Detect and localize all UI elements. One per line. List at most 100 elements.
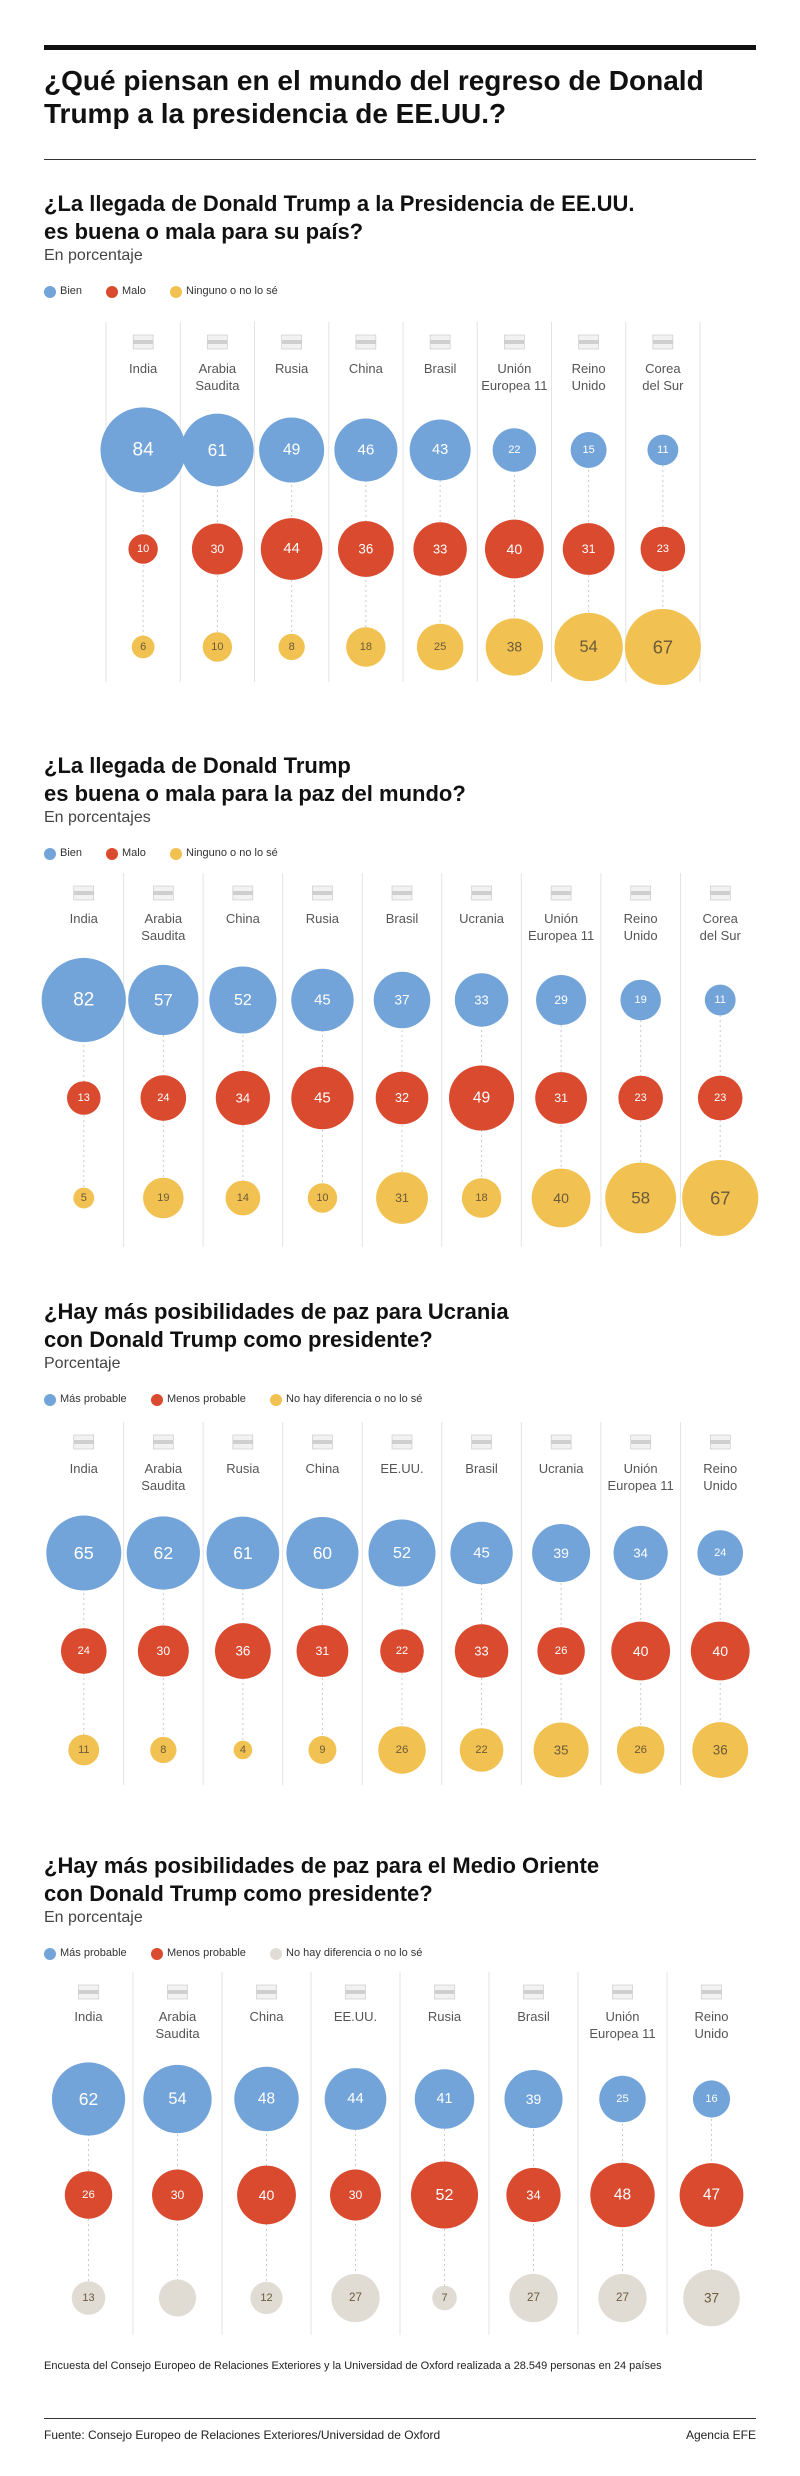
bubble-label: 19	[157, 1192, 169, 1204]
legend-label: Más probable	[60, 1947, 127, 1959]
bubble-label: 39	[553, 1545, 569, 1561]
bubble-label: 48	[614, 2187, 631, 2204]
bubble	[647, 434, 679, 466]
bubble-label: 8	[289, 641, 295, 653]
bubble	[620, 979, 661, 1021]
bubble	[613, 1525, 668, 1581]
bubble	[158, 2279, 197, 2317]
bubble-label: 32	[395, 1091, 409, 1105]
bubble-label: 62	[79, 2089, 99, 2109]
bubble	[286, 1516, 359, 1590]
bubble-label: 45	[473, 1545, 490, 1562]
bubble-label: 41	[437, 2091, 453, 2107]
flag-icon-band	[312, 1440, 333, 1444]
bubble	[67, 1081, 101, 1115]
bubble	[532, 1523, 591, 1583]
bubble	[368, 1519, 436, 1587]
bubble	[334, 418, 398, 482]
country-label: Arabia Saudita	[141, 911, 186, 943]
chart-title: ¿La llegada de Donald Trump a la Preside…	[44, 191, 635, 244]
bubble-label: 39	[526, 2091, 542, 2107]
bubble-label: 24	[78, 1645, 90, 1657]
country-label: Brasil	[423, 361, 457, 376]
bubble	[68, 1734, 100, 1766]
bubble-label: 62	[154, 1543, 174, 1563]
flag-icon-band	[434, 1990, 455, 1994]
bubble	[414, 2069, 475, 2129]
bubble-label: 48	[258, 2091, 275, 2108]
bubble-label: 31	[395, 1191, 409, 1205]
bubble	[73, 1187, 95, 1209]
flag-icon-band	[232, 1440, 253, 1444]
bubble-label: 11	[78, 1744, 89, 1756]
bubble-label: 26	[396, 1744, 409, 1756]
title-rule	[44, 159, 756, 160]
bubble-label: 11	[657, 444, 668, 456]
bubble-label: 27	[616, 2292, 629, 2304]
bubble	[459, 1728, 504, 1772]
bubble	[337, 521, 394, 577]
bubble	[41, 957, 126, 1043]
bubble-label: 36	[358, 542, 373, 557]
bubble-label: 38	[507, 640, 523, 655]
bubble-label: 43	[432, 442, 448, 458]
bubble-label: 52	[234, 991, 252, 1009]
bubble	[140, 1075, 187, 1121]
bubble	[376, 1172, 428, 1224]
bubble	[554, 612, 623, 682]
flag-icon-band	[710, 1440, 731, 1444]
legend-label: Menos probable	[167, 1947, 246, 1959]
bubble	[509, 2273, 558, 2323]
bubble-label: 25	[616, 2093, 628, 2105]
country-label: Reino Unido	[694, 2009, 729, 2041]
legend-label: Menos probable	[167, 1393, 246, 1405]
legend-dot	[170, 286, 182, 298]
flag-icon-band	[430, 340, 451, 344]
bubble	[202, 632, 233, 662]
bubble-label: 33	[474, 993, 488, 1008]
flag-icon-band	[523, 1990, 544, 1994]
country-label: China	[249, 2009, 284, 2024]
bubble	[611, 1621, 671, 1681]
bubble	[215, 1070, 271, 1126]
bubble	[683, 2269, 740, 2327]
bubble-label: 54	[580, 638, 598, 656]
bubble	[126, 1516, 200, 1590]
legend-dot	[170, 848, 182, 860]
flag-icon-band	[392, 1440, 412, 1444]
legend-label: Malo	[122, 285, 146, 297]
bubble-label: 16	[705, 2093, 717, 2105]
flag-icon-band	[392, 891, 412, 895]
bubble	[454, 973, 509, 1027]
bubble-label: 10	[211, 641, 223, 653]
bubble	[485, 618, 544, 676]
bubble	[692, 1722, 749, 1778]
flag-icon-band	[551, 1440, 572, 1444]
bubble	[692, 2080, 731, 2118]
chart-title: ¿La llegada de Donald Trump es buena o m…	[44, 753, 466, 806]
bubble	[531, 1168, 591, 1228]
bubble	[346, 627, 386, 667]
bubble-label: 34	[526, 2188, 540, 2203]
flag-icon-band	[652, 340, 673, 344]
bubble-label: 24	[714, 1547, 726, 1559]
bubble-label: 26	[82, 2189, 95, 2201]
bubble-label: 49	[473, 1090, 490, 1107]
bubble	[71, 2281, 106, 2315]
bubble-label: 5	[81, 1192, 87, 1204]
legend-label: Más probable	[60, 1393, 127, 1405]
bubble-label: 36	[713, 1743, 728, 1758]
bubble	[291, 968, 354, 1032]
bubble	[562, 523, 615, 575]
bubble-label: 11	[715, 994, 726, 1006]
bubble	[492, 428, 537, 472]
bubble-label: 54	[168, 2090, 186, 2108]
bubble	[409, 419, 471, 481]
bubble-label: 40	[712, 1643, 728, 1659]
country-label: Unión Europea 11	[527, 911, 595, 943]
top-rule	[44, 45, 756, 50]
country-label: Rusia	[275, 361, 309, 376]
bubble-label: 37	[394, 993, 409, 1008]
bubble	[450, 1521, 513, 1585]
